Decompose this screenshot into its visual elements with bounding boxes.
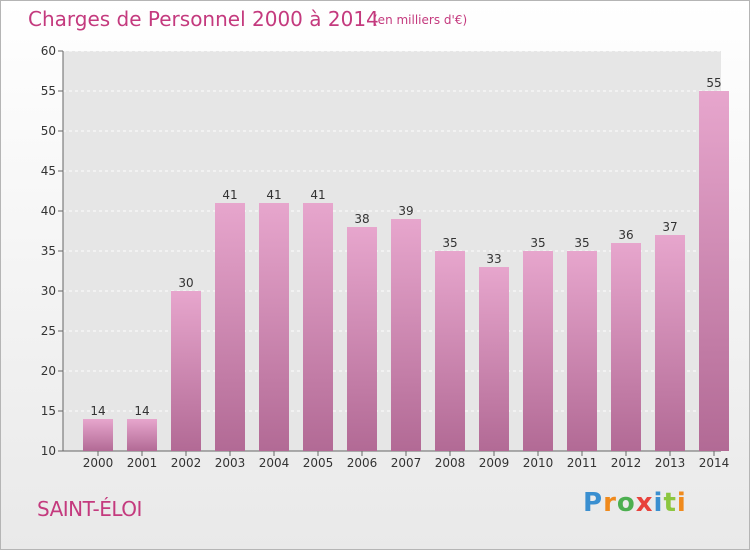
proxiti-logo[interactable]: Proxiti — [583, 488, 687, 518]
data-label: 35 — [530, 236, 545, 250]
y-tick-label: 40 — [41, 204, 56, 218]
logo-letter: i — [653, 488, 664, 518]
x-tick-label: 2014 — [699, 456, 730, 470]
x-tick-label: 2007 — [391, 456, 422, 470]
data-label: 39 — [398, 204, 413, 218]
data-label: 38 — [354, 212, 369, 226]
bar — [303, 203, 333, 451]
y-tick-label: 55 — [41, 84, 56, 98]
bar — [127, 419, 157, 451]
y-tick-label: 25 — [41, 324, 56, 338]
y-tick-label: 10 — [41, 444, 56, 458]
bar — [611, 243, 641, 451]
x-tick-label: 2013 — [655, 456, 686, 470]
bar — [259, 203, 289, 451]
bar — [215, 203, 245, 451]
bar — [83, 419, 113, 451]
y-tick-label: 60 — [41, 44, 56, 58]
y-tick-label: 30 — [41, 284, 56, 298]
data-label: 35 — [442, 236, 457, 250]
city-name: SAINT-ÉLOI — [37, 497, 142, 521]
y-tick-label: 35 — [41, 244, 56, 258]
x-tick-label: 2009 — [479, 456, 510, 470]
logo-letter: i — [676, 488, 687, 518]
chart-title: Charges de Personnel 2000 à 2014 — [28, 7, 379, 31]
logo-letter: r — [603, 488, 617, 518]
data-label: 37 — [662, 220, 677, 234]
data-label: 33 — [486, 252, 501, 266]
y-tick-label: 45 — [41, 164, 56, 178]
data-label: 41 — [310, 188, 325, 202]
x-tick-label: 2004 — [259, 456, 290, 470]
data-label: 41 — [266, 188, 281, 202]
bar — [391, 219, 421, 451]
data-label: 14 — [134, 404, 149, 418]
x-tick-label: 2010 — [523, 456, 554, 470]
logo-letter: P — [583, 488, 604, 518]
bar — [347, 227, 377, 451]
bar — [523, 251, 553, 451]
x-tick-label: 2003 — [215, 456, 246, 470]
bar — [479, 267, 509, 451]
data-label: 55 — [706, 76, 721, 90]
y-tick-label: 50 — [41, 124, 56, 138]
bar — [567, 251, 597, 451]
data-label: 41 — [222, 188, 237, 202]
x-tick-label: 2002 — [171, 456, 202, 470]
y-tick-label: 20 — [41, 364, 56, 378]
x-tick-label: 2006 — [347, 456, 378, 470]
x-tick-label: 2000 — [83, 456, 114, 470]
bar — [655, 235, 685, 451]
x-tick-label: 2001 — [127, 456, 158, 470]
logo-letter: o — [616, 488, 636, 518]
data-label: 36 — [618, 228, 633, 242]
data-label: 35 — [574, 236, 589, 250]
bar — [699, 91, 729, 451]
bar — [435, 251, 465, 451]
x-tick-label: 2011 — [567, 456, 598, 470]
chart-subtitle: (en milliers d'€) — [373, 13, 468, 27]
bar — [171, 291, 201, 451]
data-label: 30 — [178, 276, 193, 290]
logo-letter: t — [663, 488, 677, 518]
x-tick-label: 2012 — [611, 456, 642, 470]
x-tick-label: 2008 — [435, 456, 466, 470]
x-tick-label: 2005 — [303, 456, 334, 470]
y-tick-label: 15 — [41, 404, 56, 418]
data-label: 14 — [90, 404, 105, 418]
logo-letter: x — [635, 488, 654, 518]
